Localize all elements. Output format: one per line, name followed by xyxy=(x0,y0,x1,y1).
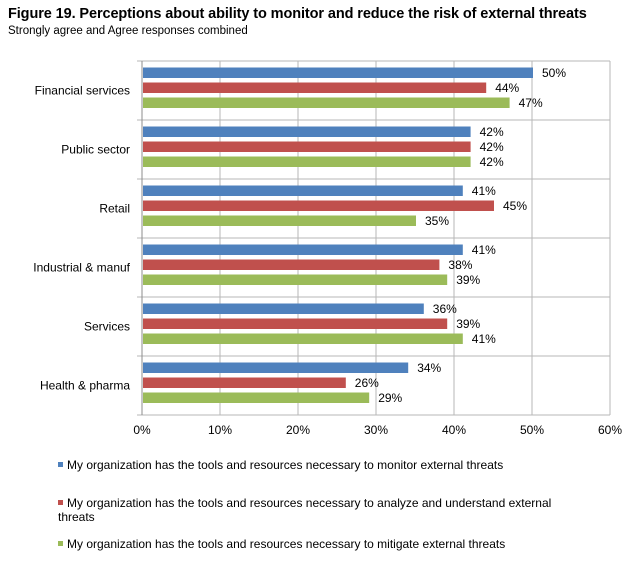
bar-analyze xyxy=(143,377,346,388)
data-label: 38% xyxy=(448,258,472,272)
bar-mitigate xyxy=(143,333,463,344)
data-label: 39% xyxy=(456,273,480,287)
legend-item-monitor: My organization has the tools and resour… xyxy=(58,458,503,472)
bar-monitor xyxy=(143,185,463,196)
data-label: 36% xyxy=(433,302,457,316)
data-label: 47% xyxy=(519,96,543,110)
legend-item-mitigate: My organization has the tools and resour… xyxy=(58,537,505,551)
bar-monitor xyxy=(143,126,471,137)
data-label: 50% xyxy=(542,66,566,80)
bar-mitigate xyxy=(143,156,471,167)
bar-analyze xyxy=(143,259,440,270)
bar-mitigate xyxy=(143,392,370,403)
bar-mitigate xyxy=(143,97,510,108)
category-label: Services xyxy=(84,320,130,334)
bar-mitigate xyxy=(143,215,416,226)
data-label: 42% xyxy=(480,125,504,139)
x-tick-label: 60% xyxy=(598,423,622,437)
bar-monitor xyxy=(143,303,424,314)
data-label: 35% xyxy=(425,214,449,228)
legend-label-mitigate: My organization has the tools and resour… xyxy=(67,537,506,551)
data-label: 29% xyxy=(378,391,402,405)
legend-label-monitor: My organization has the tools and resour… xyxy=(67,458,504,472)
data-label: 42% xyxy=(480,140,504,154)
x-tick-label: 20% xyxy=(286,423,310,437)
legend-label-analyze: My organization has the tools and resour… xyxy=(58,496,552,524)
chart-subtitle: Strongly agree and Agree responses combi… xyxy=(8,25,248,37)
bar-analyze xyxy=(143,82,487,93)
bar-mitigate xyxy=(143,274,448,285)
legend-swatch-monitor xyxy=(58,462,63,468)
chart-title: Figure 19. Perceptions about ability to … xyxy=(8,6,587,22)
data-label: 26% xyxy=(355,376,379,390)
legend-swatch-analyze xyxy=(58,500,63,506)
bar-monitor xyxy=(143,362,409,373)
x-tick-label: 40% xyxy=(442,423,466,437)
data-label: 39% xyxy=(456,317,480,331)
data-label: 44% xyxy=(495,81,519,95)
x-tick-label: 50% xyxy=(520,423,544,437)
x-tick-label: 0% xyxy=(133,423,151,437)
bar-monitor xyxy=(143,244,463,255)
x-tick-label: 10% xyxy=(208,423,232,437)
data-label: 41% xyxy=(472,243,496,257)
data-label: 42% xyxy=(480,155,504,169)
legend-item-analyze: My organization has the tools and resour… xyxy=(58,496,578,524)
category-label: Retail xyxy=(99,202,130,216)
x-tick-label: 30% xyxy=(364,423,388,437)
category-label: Public sector xyxy=(61,143,130,157)
legend-swatch-mitigate xyxy=(58,541,63,547)
bar-analyze xyxy=(143,200,494,211)
data-label: 45% xyxy=(503,199,527,213)
data-label: 41% xyxy=(472,332,496,346)
category-label: Health & pharma xyxy=(40,379,130,393)
category-label: Financial services xyxy=(35,84,130,98)
category-label: Industrial & manuf xyxy=(33,261,130,275)
bar-analyze xyxy=(143,318,448,329)
bar-analyze xyxy=(143,141,471,152)
data-label: 34% xyxy=(417,361,441,375)
data-label: 41% xyxy=(472,184,496,198)
bar-monitor xyxy=(143,67,533,78)
